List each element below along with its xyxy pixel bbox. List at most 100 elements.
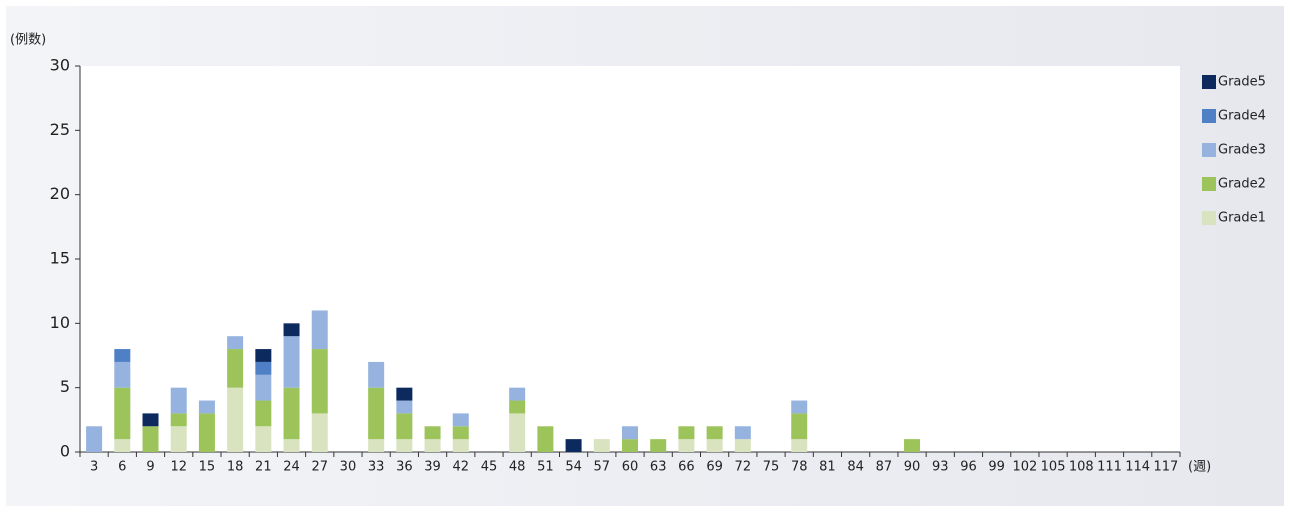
- bar-segment: [368, 361, 385, 388]
- y-tick-label: 25: [50, 120, 70, 139]
- x-tick-label: 12: [170, 460, 187, 475]
- legend-swatch: [1202, 177, 1216, 191]
- x-tick-label: 18: [227, 460, 244, 475]
- bar-segment: [622, 426, 638, 440]
- bar-segment: [791, 439, 808, 452]
- legend-swatch: [1202, 143, 1216, 157]
- x-tick-label: 102: [1012, 460, 1037, 475]
- bar-segment: [509, 387, 526, 401]
- x-tick-label: 84: [847, 460, 864, 475]
- x-tick-label: 51: [537, 460, 554, 475]
- bar-segment: [114, 439, 131, 452]
- x-tick-label: 105: [1041, 460, 1066, 475]
- x-tick-label: 39: [424, 460, 441, 475]
- y-tick-label: 20: [50, 184, 70, 203]
- bar-segment: [142, 426, 159, 452]
- bar-segment: [227, 336, 244, 350]
- bar-segment: [706, 439, 723, 452]
- legend-label: Grade2: [1218, 177, 1266, 192]
- bar-segment: [311, 349, 328, 414]
- x-tick-label: 99: [988, 460, 1005, 475]
- bar-segment: [734, 439, 751, 452]
- bar-segment: [170, 426, 187, 452]
- bar-segment: [255, 349, 272, 362]
- bar-segment: [509, 400, 526, 414]
- plot-area: [80, 66, 1180, 452]
- x-tick-label: 48: [509, 460, 526, 475]
- x-tick-label: 81: [819, 460, 836, 475]
- x-axis-label: (週): [1188, 460, 1211, 475]
- bar-segment: [198, 400, 215, 414]
- bar-segment: [198, 413, 215, 452]
- bar-segment: [734, 426, 751, 440]
- y-tick-label: 30: [50, 56, 70, 75]
- bar-segment: [368, 439, 385, 452]
- bar-segment: [142, 413, 159, 427]
- bar-segment: [452, 426, 469, 440]
- bar-segment: [311, 413, 328, 452]
- x-tick-label: 108: [1069, 460, 1094, 475]
- bar-segment: [706, 426, 723, 440]
- x-tick-label: 54: [565, 460, 582, 475]
- legend-label: Grade1: [1218, 211, 1266, 226]
- x-tick-label: 9: [146, 460, 154, 475]
- x-tick-label: 60: [622, 460, 639, 475]
- y-tick-label: 10: [50, 313, 70, 332]
- bar-segment: [452, 439, 469, 452]
- bar-segment: [509, 413, 526, 452]
- x-tick-label: 3: [90, 460, 98, 475]
- bar-segment: [170, 413, 187, 427]
- x-tick-label: 42: [452, 460, 469, 475]
- legend-swatch: [1202, 75, 1216, 89]
- bar-segment: [255, 400, 272, 427]
- bar-segment: [537, 426, 554, 452]
- bar-segment: [396, 413, 413, 440]
- x-tick-label: 117: [1153, 460, 1178, 475]
- bar-segment: [904, 439, 921, 452]
- bar-segment: [424, 439, 441, 452]
- x-tick-label: 6: [118, 460, 126, 475]
- legend-swatch: [1202, 109, 1216, 123]
- bar-segment: [678, 426, 695, 440]
- x-tick-label: 75: [763, 460, 780, 475]
- x-tick-label: 27: [311, 460, 328, 475]
- x-tick-label: 63: [650, 460, 667, 475]
- x-tick-label: 78: [791, 460, 808, 475]
- bar-segment: [650, 439, 667, 452]
- x-tick-label: 45: [481, 460, 498, 475]
- x-tick-label: 96: [960, 460, 977, 475]
- bar-segment: [311, 310, 328, 350]
- bar-segment: [396, 400, 413, 414]
- bar-segment: [283, 323, 300, 337]
- bar-segment: [86, 426, 103, 452]
- x-tick-label: 33: [368, 460, 385, 475]
- x-tick-label: 57: [594, 460, 611, 475]
- legend-label: Grade4: [1218, 109, 1266, 124]
- y-tick-label: 5: [60, 377, 70, 396]
- x-tick-label: 90: [904, 460, 921, 475]
- x-tick-label: 72: [735, 460, 752, 475]
- bar-segment: [791, 400, 808, 414]
- x-tick-label: 114: [1125, 460, 1150, 475]
- bar-segment: [283, 439, 300, 452]
- bar-segment: [283, 387, 300, 440]
- bar-segment: [255, 374, 272, 401]
- bar-segment: [227, 387, 244, 452]
- x-tick-label: 66: [678, 460, 695, 475]
- bar-segment: [565, 439, 582, 452]
- legend-label: Grade5: [1218, 75, 1266, 90]
- x-tick-label: 69: [706, 460, 723, 475]
- bar-segment: [114, 361, 131, 388]
- x-tick-label: 111: [1097, 460, 1122, 475]
- x-tick-label: 36: [396, 460, 413, 475]
- bar-segment: [170, 387, 187, 414]
- x-tick-label: 24: [283, 460, 300, 475]
- bar-segment: [283, 336, 300, 388]
- y-axis-label: (例数): [10, 33, 46, 48]
- bar-segment: [255, 361, 272, 375]
- bar-segment: [678, 439, 695, 452]
- x-tick-label: 93: [932, 460, 949, 475]
- bar-segment: [396, 439, 413, 452]
- legend-label: Grade3: [1218, 143, 1266, 158]
